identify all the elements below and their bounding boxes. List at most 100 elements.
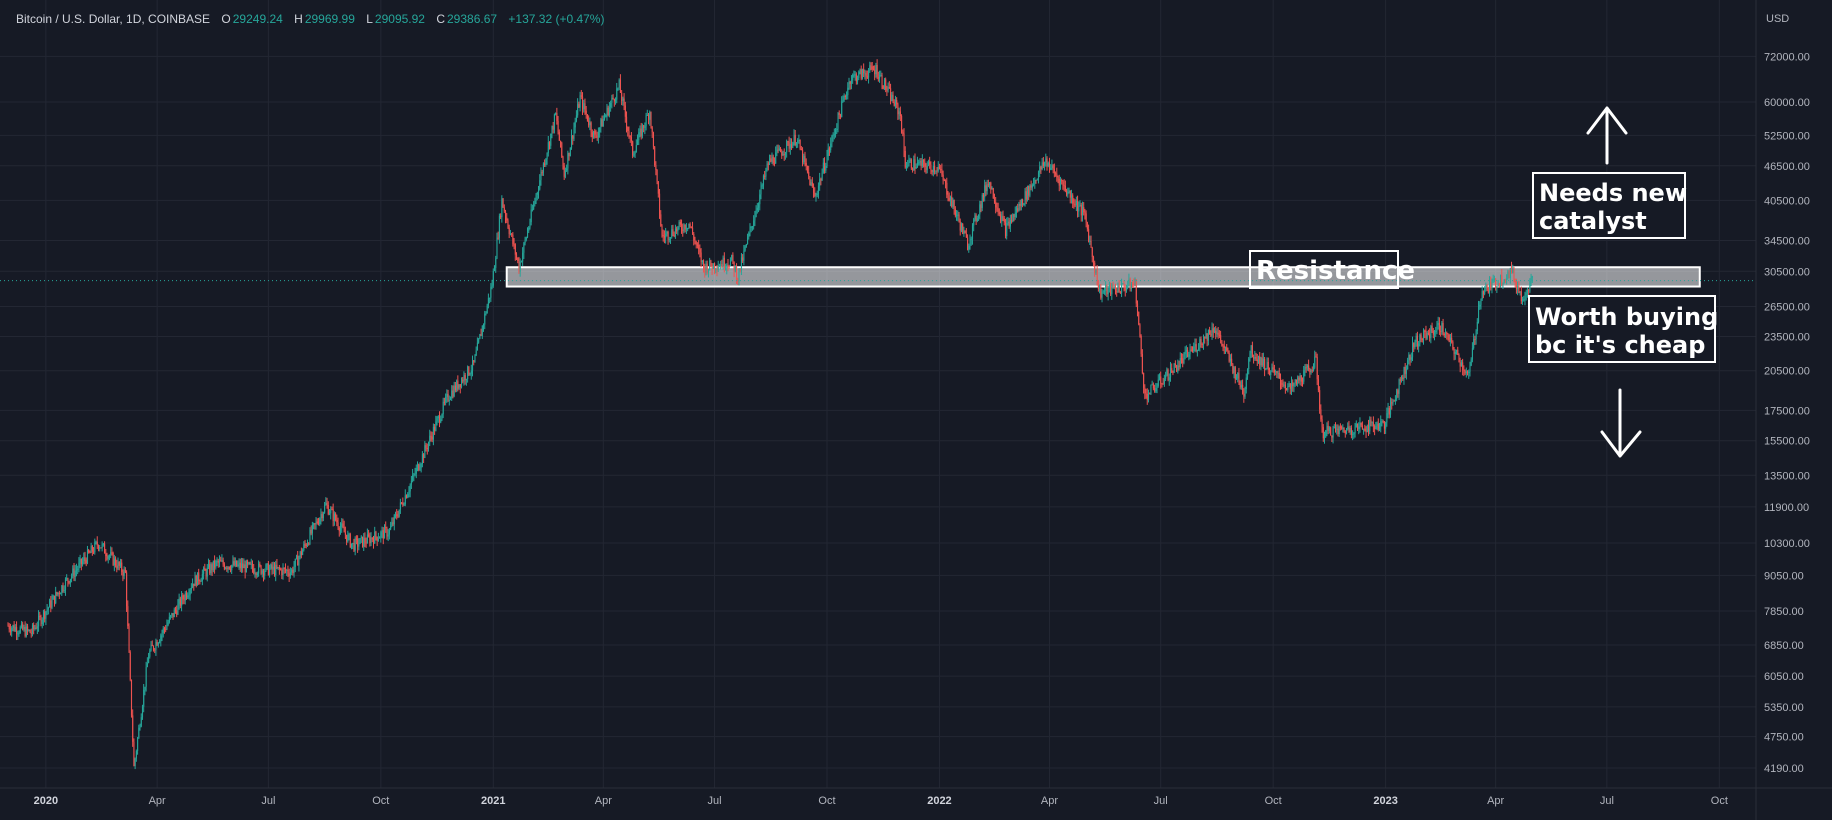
candle-body: [783, 154, 785, 156]
candle-body: [921, 159, 923, 167]
price-axis[interactable]: 72000.00 60000.00 52500.00 46500.00 40500.00…: [1764, 51, 1810, 775]
candle-body: [51, 599, 53, 608]
candle-body: [1446, 332, 1448, 335]
candle-body: [835, 130, 837, 135]
candle-body: [183, 599, 185, 601]
candle-body: [987, 184, 989, 186]
candle-body: [1145, 393, 1147, 395]
candle-body: [981, 194, 983, 208]
candle-body: [42, 611, 45, 620]
candle-body: [1251, 345, 1253, 358]
candle-body: [108, 555, 111, 557]
candle-body: [738, 268, 740, 281]
candle-body: [150, 644, 152, 651]
candle-body: [806, 165, 809, 173]
candle-body: [343, 526, 345, 533]
candle-body: [116, 565, 118, 569]
candle-body: [1088, 229, 1090, 242]
candle-body: [1364, 428, 1366, 432]
candle-body: [1360, 422, 1362, 426]
candle-body: [1222, 345, 1224, 347]
candle-body: [243, 564, 245, 569]
candle-body: [563, 165, 565, 177]
candle-body: [112, 552, 114, 566]
candle-body: [266, 563, 268, 565]
candle-body: [64, 579, 67, 590]
candle-body: [1327, 425, 1329, 431]
candle-body: [646, 114, 648, 116]
candle-body: [879, 75, 881, 79]
candle-body: [1243, 393, 1245, 397]
candle-body: [415, 467, 417, 474]
candle-body: [567, 152, 569, 169]
candle-body: [227, 566, 229, 569]
candle-body: [480, 334, 482, 336]
candle-body: [674, 228, 677, 237]
candle-body: [234, 560, 236, 566]
candle-body: [426, 447, 428, 449]
candle-body: [1319, 390, 1321, 410]
candle-body: [1014, 212, 1016, 218]
candle-body: [82, 561, 84, 565]
candle-body: [1193, 346, 1195, 351]
candle-body: [1212, 328, 1214, 333]
candle-body: [138, 727, 140, 739]
candle-body: [1040, 166, 1042, 170]
high-value: 29969.99: [304, 12, 355, 26]
time-tick-label: 2023: [1373, 795, 1397, 807]
candle-body: [514, 244, 516, 255]
candle-body: [473, 360, 475, 363]
candle-body: [671, 229, 673, 238]
time-tick-label: Jul: [261, 795, 275, 807]
candle-body: [419, 467, 421, 471]
candle-body: [1518, 286, 1520, 293]
candle-body: [1162, 383, 1164, 385]
candle-body: [462, 379, 464, 382]
candle-body: [564, 170, 567, 177]
candle-body: [1437, 322, 1439, 326]
candle-body: [1398, 379, 1400, 394]
candle-body: [688, 223, 690, 228]
candle-body: [841, 101, 843, 117]
candle-body: [1188, 354, 1190, 357]
candle-body: [206, 567, 208, 577]
candle-body: [893, 102, 895, 106]
candle-body: [1176, 364, 1178, 372]
candle-body: [386, 528, 388, 537]
time-axis[interactable]: 2020 Apr Jul Oct 2021 Apr Jul Oct 2022 Apr Jul Oct 2…: [34, 795, 1728, 807]
candle-body: [941, 169, 943, 175]
candle-body: [212, 560, 214, 571]
candle-body: [1513, 268, 1515, 282]
candle-body: [946, 182, 948, 195]
candle-body: [1089, 240, 1091, 242]
candle-body: [868, 71, 870, 78]
candle-body: [437, 416, 439, 419]
candle-body: [134, 758, 136, 767]
candle-body: [1033, 183, 1035, 185]
candle-body: [265, 564, 267, 572]
candle-body: [1077, 200, 1079, 212]
candle-body: [280, 569, 282, 571]
candle-body: [716, 269, 718, 271]
candle-body: [527, 230, 529, 238]
candle-body: [1101, 291, 1103, 298]
candle-body: [643, 125, 645, 128]
candle-body: [523, 243, 525, 253]
candle-body: [398, 509, 400, 517]
price-tick-label: 26500.00: [1764, 301, 1810, 313]
candle-body: [205, 570, 207, 577]
candle-body: [1001, 216, 1003, 222]
candle-body: [1012, 214, 1014, 222]
candle-body: [1213, 330, 1216, 333]
candle-body: [507, 220, 509, 228]
candle-body: [163, 628, 166, 630]
candle-body: [1041, 162, 1043, 170]
candle-body: [1305, 367, 1307, 369]
candle-body: [1048, 163, 1051, 170]
candle-body: [311, 524, 313, 534]
candle-body: [1294, 379, 1296, 383]
price-tick-label: 72000.00: [1764, 51, 1810, 63]
candle-body: [964, 230, 966, 234]
candle-body: [1226, 347, 1228, 351]
